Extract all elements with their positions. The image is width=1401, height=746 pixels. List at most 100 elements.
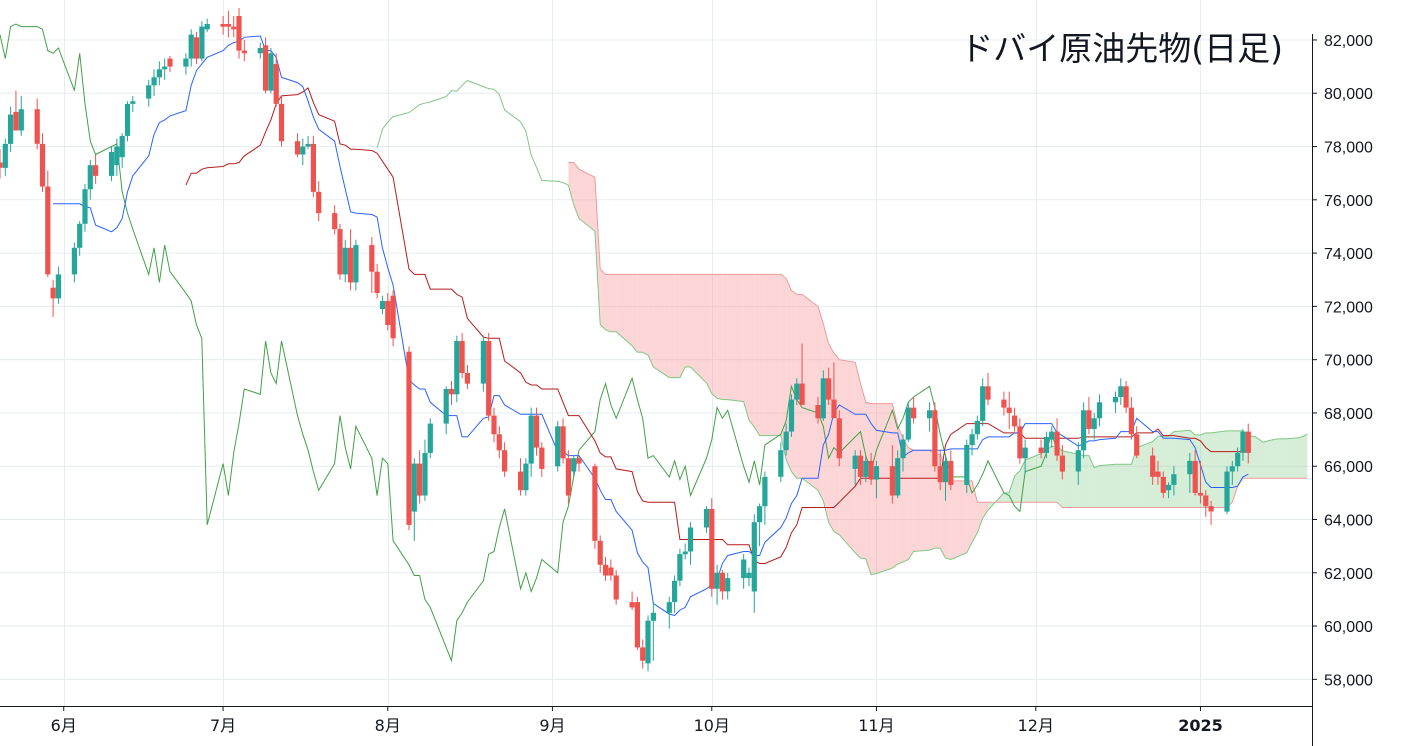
candle-body [225,24,231,27]
y-tick-label: 68,000 [1324,406,1373,423]
candle [1096,394,1103,427]
candle [486,333,492,421]
candle-body [1059,455,1065,472]
kumo-segment [1152,436,1158,508]
candle-body [1038,447,1044,453]
tenkan-sen-line [53,35,1249,616]
candle-body [1001,399,1007,408]
kumo-segment [865,402,872,575]
candle [268,47,274,94]
candle-body [1012,415,1018,427]
kumo-segment [1051,446,1057,503]
candle-body [985,386,991,400]
candle [82,183,88,232]
candle [1208,500,1214,525]
candle [337,223,343,280]
kumo-segment [1263,440,1271,479]
candle-body [71,247,77,275]
candle [762,471,768,525]
candle [942,455,949,501]
x-tick-label: 10月 [694,716,730,735]
candle [597,535,603,573]
candle [1171,466,1177,496]
candle [369,237,375,294]
candle-body [273,63,279,104]
candle-body [486,341,492,416]
candle [826,367,832,405]
candle [533,407,540,456]
candle-body [459,341,465,373]
candle-body [911,407,917,419]
candle [1012,407,1018,432]
candle-body [1245,431,1251,453]
candle-body [448,389,455,395]
candle [34,98,40,150]
kumo-segment [871,403,877,575]
candle [746,567,752,587]
candle-body [443,389,449,424]
candle-body [1155,471,1161,477]
candle [757,503,763,547]
candle-body [1112,397,1119,403]
kijun-sen-line [185,87,1249,564]
candle-body [539,447,545,469]
candle-body [2,143,8,168]
y-tick-label: 72,000 [1324,299,1373,316]
kumo-segment [685,274,691,367]
candle [443,386,449,435]
candle [109,146,115,182]
candle-body [523,463,529,491]
candle-body [725,578,731,592]
candle [783,423,789,456]
candle [1240,428,1246,461]
y-tick-label: 66,000 [1324,459,1373,476]
candle [895,450,901,499]
candle-body [831,399,837,419]
candle-body [1192,460,1198,493]
candle [39,133,46,192]
candle-body [491,415,497,435]
kumo-segment [674,274,680,378]
candle [225,10,231,38]
candle-body [1075,450,1081,472]
candle-body [236,16,242,51]
candle [565,450,571,504]
candle [927,402,933,432]
candle-body [50,287,56,299]
candle-body [703,508,710,528]
candle [300,138,306,166]
candle [1155,460,1161,485]
candle-body [1235,452,1241,467]
candle-body [1224,471,1230,512]
candle-body [794,383,800,400]
candle-body [592,466,598,541]
chikou-span-line [0,23,1058,663]
kumo-segment [579,169,595,232]
candle [1038,439,1044,459]
candle [603,556,609,581]
candle [863,455,869,483]
candle [539,442,545,477]
candle [794,378,800,405]
candle-body [826,378,832,400]
candle [18,95,24,136]
candle [1235,447,1241,472]
candle-body [93,165,99,176]
y-tick-label: 62,000 [1324,566,1373,583]
kumo-segment [1099,464,1116,508]
candle-body [390,295,396,339]
candle-body [406,351,412,525]
candle-body [257,48,263,54]
kumo-segment [1205,432,1212,508]
candle [71,242,77,283]
candle-body [0,162,3,168]
candle-body [640,647,646,661]
candle-body [1118,386,1124,397]
chart-title: ドバイ原油先物(日足) [960,29,1283,68]
candle [257,42,263,59]
kumo-segment [1062,450,1079,508]
candle-body [741,559,747,579]
candle [263,37,269,94]
candle-body [1054,431,1060,456]
